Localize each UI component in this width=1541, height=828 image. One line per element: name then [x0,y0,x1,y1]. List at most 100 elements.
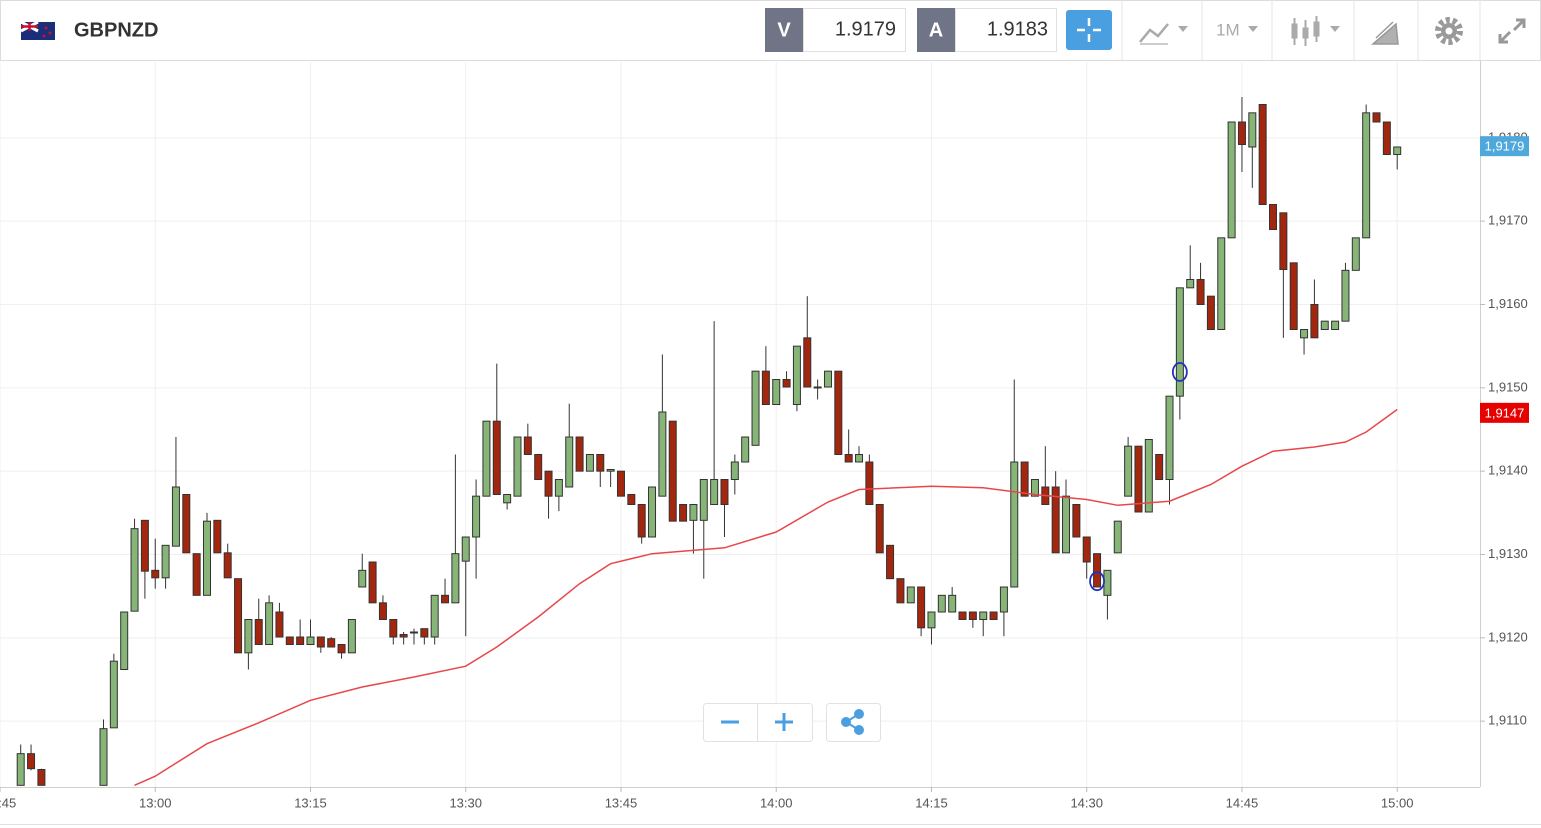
x-tick-label: 15:00 [1381,795,1414,810]
candle-body [378,602,387,620]
candle-body [1051,486,1060,554]
trade-marker [1171,362,1188,382]
candle-body [1082,536,1091,563]
buy-price: 1.9183 [987,18,1048,40]
buy-box[interactable] [955,8,1057,52]
candle-body [844,454,853,463]
share-button[interactable] [826,703,881,742]
candle-body [927,611,936,629]
candle-body [792,345,801,405]
candle-body [1300,329,1309,339]
candle-body [513,436,522,497]
price-tag-label: 1,9179 [1485,139,1525,154]
candle-body [523,436,532,455]
sell-badge[interactable] [765,8,803,52]
candle-body [616,470,625,497]
price-tag-label: 1,9147 [1485,405,1525,420]
candle-body [192,553,201,596]
candle-body [16,753,25,786]
x-tick-label: 13:00 [139,795,172,810]
candle-body [534,454,543,480]
candle-body [151,569,160,579]
sell-label: V [777,19,791,41]
candle-body [679,504,688,522]
chart-type-button[interactable] [1291,16,1340,46]
candle-body [296,636,305,645]
candle-body [1124,445,1133,497]
candle-body [1072,504,1081,538]
candle-body [109,660,118,729]
candle-body [1362,112,1371,239]
y-tick-label: 1,9120 [1488,629,1528,644]
candle-body [565,436,574,488]
candle-body [1341,269,1350,322]
buy-label: A [929,19,943,41]
flag-icon [20,20,55,40]
drawing-button[interactable] [1370,21,1399,45]
candle-body [761,370,770,405]
candle-body [596,454,605,472]
candle-body [886,544,895,580]
timeframe-caret [1248,26,1258,32]
symbol: GBPNZD [74,19,158,41]
candle-body [171,486,180,547]
candle-body [834,370,843,455]
candle-body [254,619,263,645]
candle-body [865,461,874,505]
y-tick-label: 1,9170 [1488,213,1528,228]
candle-body [689,504,698,521]
candle-body [389,619,398,638]
candle-body [1175,287,1184,397]
candle-body [1279,212,1288,270]
candle-body [1103,569,1112,596]
candle-body [503,494,512,504]
candle-body [1382,121,1391,155]
indicator-button[interactable] [1139,23,1188,45]
candle-body [358,569,367,588]
x-tick-label: 14:15 [915,795,948,810]
candle-body [968,611,977,620]
candle-body [161,544,170,579]
candle-body [751,370,760,446]
buy-badge[interactable] [917,8,955,52]
x-tick-label: 13:15 [294,795,327,810]
candle-body [140,519,149,572]
candle-body [1062,495,1071,554]
candle-body [720,479,729,505]
zoom-controls [703,703,881,742]
candle-body [472,495,481,538]
fullscreen-button[interactable] [1498,18,1526,44]
candle-body [1320,320,1329,330]
candle-body [668,420,677,522]
candle-body [1217,237,1226,330]
candle-body [1093,553,1102,588]
y-tick-label: 1,9150 [1488,379,1528,394]
timeframe[interactable]: 1M [1216,20,1240,39]
zoom-in-button[interactable] [775,713,793,731]
candle-body [710,479,719,505]
candle-body [1248,112,1257,148]
candle-body [327,638,336,648]
candle-body [658,411,667,497]
crosshair-button[interactable] [1066,10,1112,50]
candle-body [575,436,584,472]
share-icon [841,709,864,735]
moving-average-line [134,408,1398,786]
candle-body [875,504,884,554]
settings-button[interactable] [1435,17,1463,45]
candle-body [420,628,429,638]
candle-body [585,454,594,472]
candle-body [606,469,615,472]
candle-body [803,337,812,388]
candle-body [855,454,864,463]
trade-marker [1089,571,1105,592]
candle-body [1196,279,1205,305]
candle-body [937,594,946,613]
candle-body [741,436,750,463]
candle-body [896,578,905,604]
y-tick-label: 1,9160 [1488,296,1528,311]
candle-body [730,461,739,480]
y-tick-label: 1,9130 [1488,546,1528,561]
sell-box[interactable] [803,8,906,52]
